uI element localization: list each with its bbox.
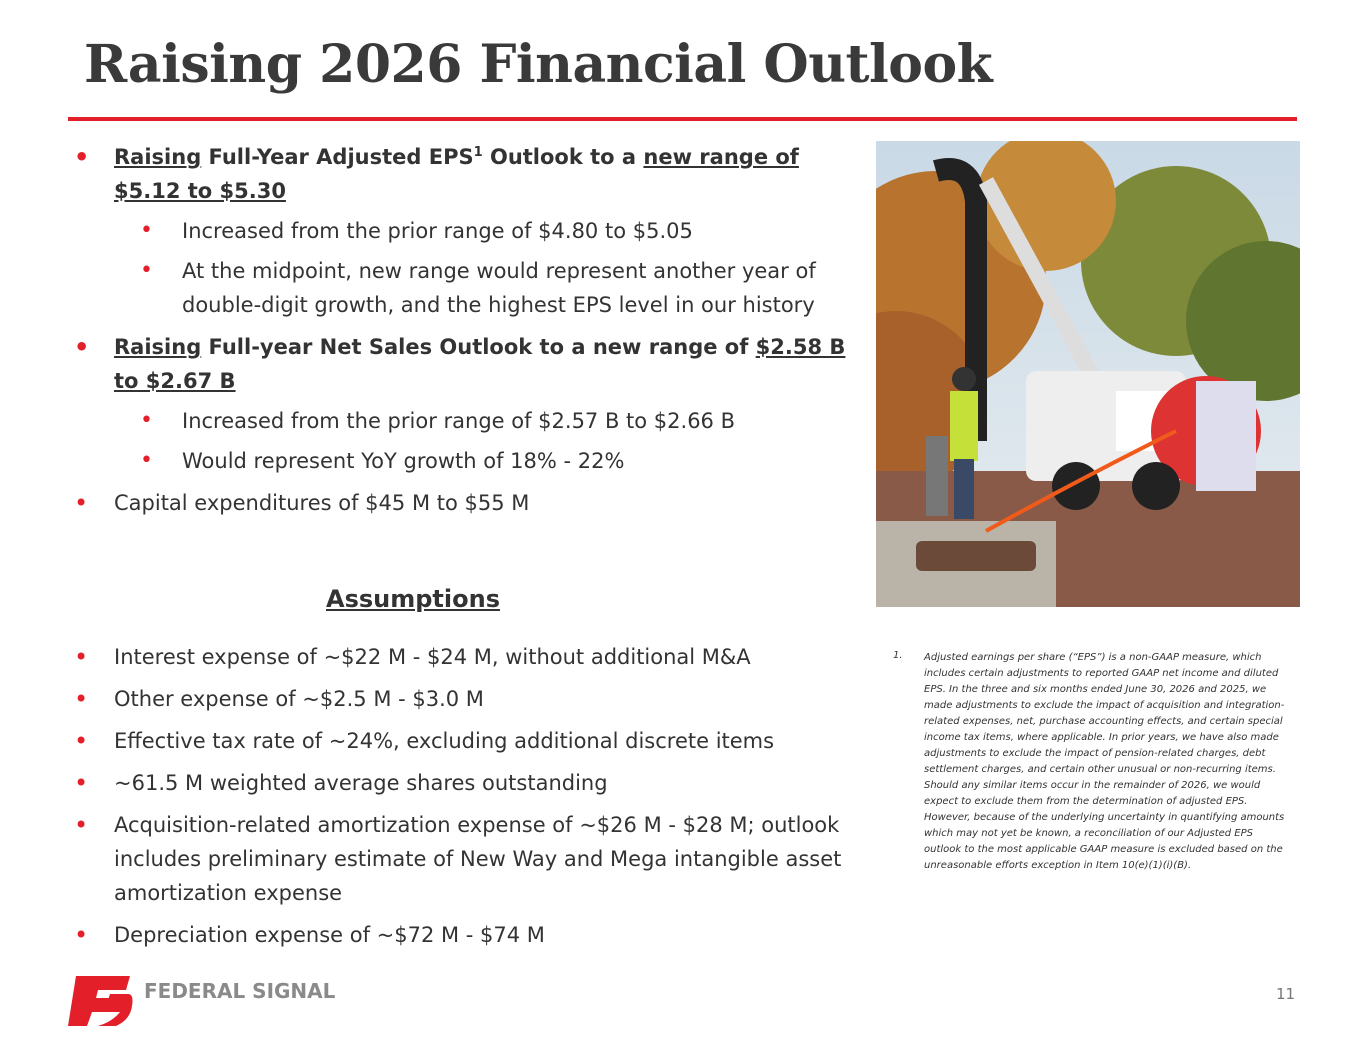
logo-text: FEDERAL SIGNAL — [144, 979, 336, 1003]
assumption: Interest expense of ~$22 M - $24 M, with… — [72, 640, 852, 674]
assumption: Depreciation expense of ~$72 M - $74 M — [72, 918, 852, 952]
emphasis: $2.58 B to $2.67 B — [114, 335, 846, 393]
text: Capital expenditures of $45 M to $55 M — [114, 491, 530, 515]
outlook-item: Raising Full-year Net Sales Outlook to a… — [72, 330, 852, 478]
footnote-marker: 1. — [893, 650, 903, 661]
page-number: 11 — [1276, 985, 1296, 1003]
emphasis: Raising — [114, 145, 202, 169]
truck-photo — [876, 141, 1300, 607]
outlook-item: Raising Full-Year Adjusted EPS1 Outlook … — [72, 140, 852, 322]
footnote-ref: 1 — [473, 145, 483, 160]
slide-title: Raising 2026 Financial Outlook — [84, 34, 993, 95]
outlook-list: Raising Full-Year Adjusted EPS1 Outlook … — [72, 140, 852, 528]
sub-item: Would represent YoY growth of 18% - 22% — [72, 444, 852, 478]
assumption: Acquisition-related amortization expense… — [72, 808, 852, 910]
company-logo: FEDERAL SIGNAL — [68, 976, 336, 1026]
assumptions-heading: Assumptions — [326, 585, 500, 613]
assumptions-list: Interest expense of ~$22 M - $24 M, with… — [72, 640, 852, 960]
emphasis: Raising — [114, 335, 202, 359]
outlook-item: Capital expenditures of $45 M to $55 M — [72, 486, 852, 520]
text: Full-Year Adjusted EPS — [201, 145, 474, 169]
assumption: Other expense of ~$2.5 M - $3.0 M — [72, 682, 852, 716]
sub-item: At the midpoint, new range would represe… — [72, 254, 852, 322]
assumption: Effective tax rate of ~24%, excluding ad… — [72, 724, 852, 758]
assumption: ~61.5 M weighted average shares outstand… — [72, 766, 852, 800]
text: Full-year Net Sales Outlook to a new ran… — [201, 335, 756, 359]
footnote: Adjusted earnings per share (“EPS”) is a… — [924, 652, 1285, 871]
text: Outlook to a — [482, 145, 644, 169]
sub-item: Increased from the prior range of $2.57 … — [72, 404, 852, 438]
sub-item: Increased from the prior range of $4.80 … — [72, 214, 852, 248]
title-rule — [68, 117, 1297, 121]
emphasis: new range of $5.12 to $5.30 — [114, 145, 799, 203]
